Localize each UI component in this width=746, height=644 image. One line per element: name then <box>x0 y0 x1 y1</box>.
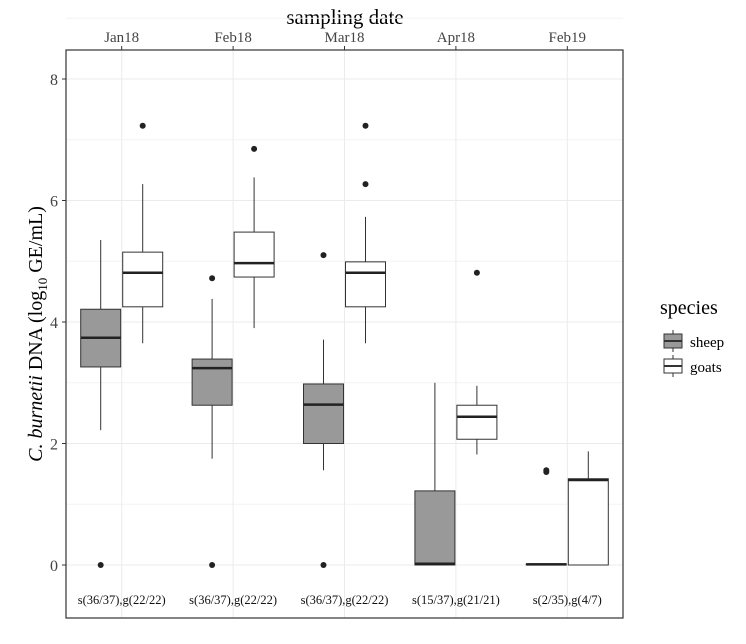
sheep-box <box>414 490 456 566</box>
x-tick-label: Apr18 <box>437 30 475 46</box>
goats-outlier <box>139 122 146 129</box>
x-tick-label: Feb19 <box>549 30 587 46</box>
count-label: s(15/37),g(21/21) <box>412 593 500 607</box>
goats-box <box>233 231 275 278</box>
count-label: s(36/37),g(22/22) <box>78 593 166 607</box>
goats-box <box>456 404 498 440</box>
count-label: s(36/37),g(22/22) <box>301 593 389 607</box>
y-tick-label: 2 <box>50 437 58 454</box>
y-tick-label: 6 <box>50 194 58 211</box>
goats-box <box>122 251 164 308</box>
legend: species sheep goats <box>660 297 724 377</box>
count-label: s(36/37),g(22/22) <box>189 593 277 607</box>
y-tick-label: 4 <box>50 315 58 332</box>
y-axis-label: C. burnetii DNA (log10 GE/mL) <box>25 206 50 462</box>
x-tick-label: Feb18 <box>214 30 252 46</box>
plot-panel-border <box>65 49 624 619</box>
legend-title: species <box>660 297 718 319</box>
y-tick-label: 8 <box>50 72 58 89</box>
count-label: s(2/35),g(4/7) <box>533 593 602 607</box>
sheep-box <box>303 383 344 444</box>
goats-outlier <box>362 122 369 129</box>
x-tick-label: Mar18 <box>325 30 365 46</box>
goats-outlier <box>362 181 369 188</box>
chart-title: sampling date <box>286 5 403 29</box>
goats-outlier <box>473 269 480 276</box>
goats-box <box>567 478 609 566</box>
legend-label-sheep: sheep <box>690 335 724 351</box>
goats-outlier <box>251 145 258 152</box>
sheep-outlier <box>97 562 104 568</box>
sheep-outlier <box>209 275 216 282</box>
legend-label-goats: goats <box>690 360 722 376</box>
sheep-outlier <box>209 562 216 568</box>
goats-box <box>345 261 386 308</box>
y-tick-label: 0 <box>50 558 58 575</box>
sheep-outlier <box>543 467 550 474</box>
x-tick-label: Jan18 <box>104 30 139 46</box>
sheep-outlier <box>320 252 327 259</box>
sheep-outlier <box>320 562 327 568</box>
sheep-box <box>191 358 233 406</box>
